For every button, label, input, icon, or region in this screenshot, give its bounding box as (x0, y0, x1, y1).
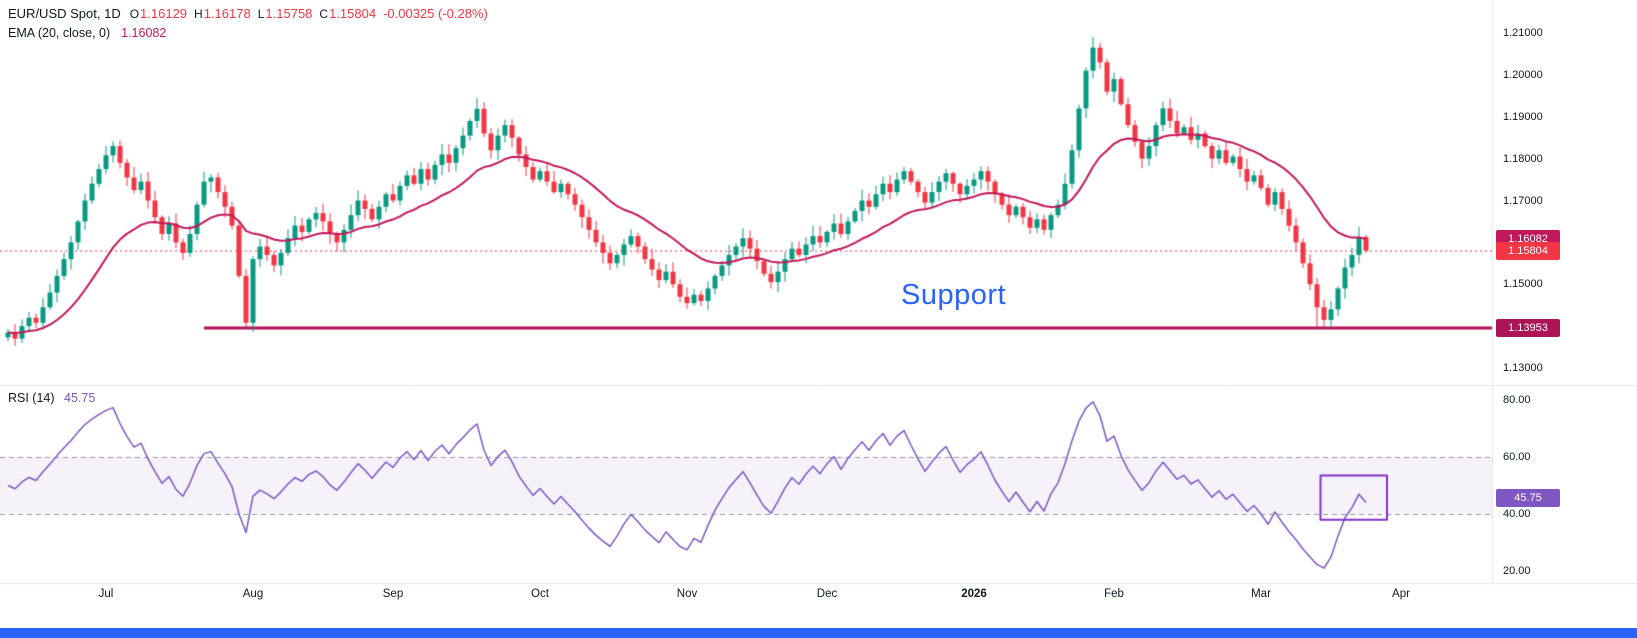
low-value: L1.15758 (257, 6, 313, 21)
symbol-legend-row: EUR/USD Spot, 1D O1.16129 H1.16178 L1.15… (8, 6, 488, 26)
time-tick-label: Apr (1392, 588, 1410, 600)
time-tick-label: Dec (816, 588, 838, 600)
time-tick-label: Aug (242, 588, 264, 600)
open-value: O1.16129 (129, 6, 188, 21)
axis-tick-label: 1.17000 (1503, 194, 1543, 207)
axis-tick-label: 20.00 (1503, 565, 1531, 577)
rsi-legend: RSI (14) 45.75 (8, 391, 95, 405)
rsi-indicator-label[interactable]: RSI (14) (8, 391, 55, 405)
change-value: -0.00325 (-0.28%) (383, 6, 488, 21)
time-tick-label: Nov (676, 588, 698, 600)
time-tick-label: Feb (1104, 588, 1124, 600)
ema-legend-row: EMA (20, close, 0) 1.16082 (8, 26, 488, 46)
axis-tick-label: 80.00 (1503, 394, 1531, 406)
rsi-axis[interactable]: 80.00 60.00 40.00 20.00 (1492, 385, 1637, 583)
axis-tick-label: 1.18000 (1503, 152, 1543, 165)
high-value: H1.16178 (194, 6, 251, 21)
main-legend: EUR/USD Spot, 1D O1.16129 H1.16178 L1.15… (8, 6, 488, 46)
symbol-title[interactable]: EUR/USD Spot, 1D (8, 6, 121, 21)
support-price-badge: 1.13953 (1496, 319, 1560, 338)
time-tick-label: Jul (98, 588, 114, 600)
close-value: C1.15804 (319, 6, 377, 21)
bottom-bar (0, 628, 1637, 638)
ema-indicator-label[interactable]: EMA (20, close, 0) (8, 26, 111, 40)
axis-tick-label: 1.13000 (1503, 362, 1543, 374)
axis-tick-label: 1.21000 (1503, 27, 1543, 39)
axis-tick-label: 1.20000 (1503, 68, 1543, 81)
rsi-value-badge: 45.75 (1496, 488, 1560, 507)
axis-tick-label: 60.00 (1503, 451, 1531, 463)
time-tick-label: 2026 (961, 588, 987, 600)
axis-tick-label: 1.15000 (1503, 278, 1543, 291)
support-annotation[interactable]: Support (901, 279, 1007, 311)
ema-current-value: 1.16082 (121, 26, 167, 40)
time-tick-label: Oct (531, 588, 549, 600)
time-tick-label: Sep (382, 588, 404, 600)
time-axis[interactable]: Jul Aug Sep Oct Nov Dec 2026 Feb Mar Apr (0, 583, 1637, 628)
rsi-current-value: 45.75 (64, 391, 96, 405)
axis-tick-label: 1.19000 (1503, 110, 1543, 123)
time-tick-label: Mar (1251, 588, 1271, 600)
axis-tick-label: 40.00 (1503, 508, 1531, 520)
last-price-badge: 1.15804 (1496, 241, 1560, 260)
